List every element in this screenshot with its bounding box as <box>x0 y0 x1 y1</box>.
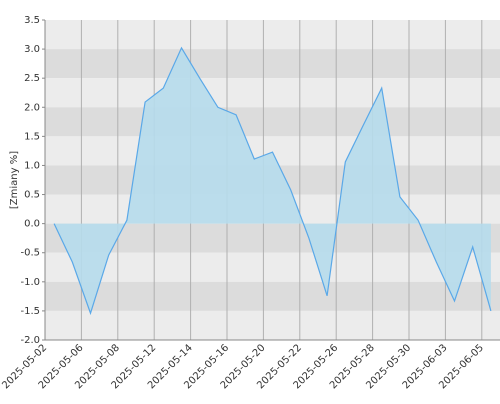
grid-band <box>45 78 500 108</box>
line <box>53 46 492 316</box>
y-tick-label: 3.5 <box>24 15 40 26</box>
y-tick-label: 2.0 <box>24 102 40 113</box>
y-tick-label: -0.5 <box>20 248 40 259</box>
grid-band <box>45 252 500 282</box>
y-tick-label: 1.5 <box>24 131 40 142</box>
y-tick-label: -1.5 <box>20 306 40 317</box>
area-fill <box>54 47 491 314</box>
y-tick-label: -2.0 <box>20 335 40 346</box>
y-tick-label: -1.0 <box>20 277 40 288</box>
grid-band <box>45 20 500 50</box>
y-tick-label: 3.0 <box>24 44 40 55</box>
grid-band <box>45 49 500 79</box>
grid-band <box>45 107 500 137</box>
grid-band <box>45 310 500 340</box>
y-tick-label: 0.5 <box>24 190 40 201</box>
y-tick-label: 0.0 <box>24 219 40 230</box>
y-axis-label: [Zmiany %] <box>9 151 20 209</box>
y-tick-label: 1.0 <box>24 160 40 171</box>
grid-band <box>45 281 500 311</box>
y-tick-label: 2.5 <box>24 73 40 84</box>
